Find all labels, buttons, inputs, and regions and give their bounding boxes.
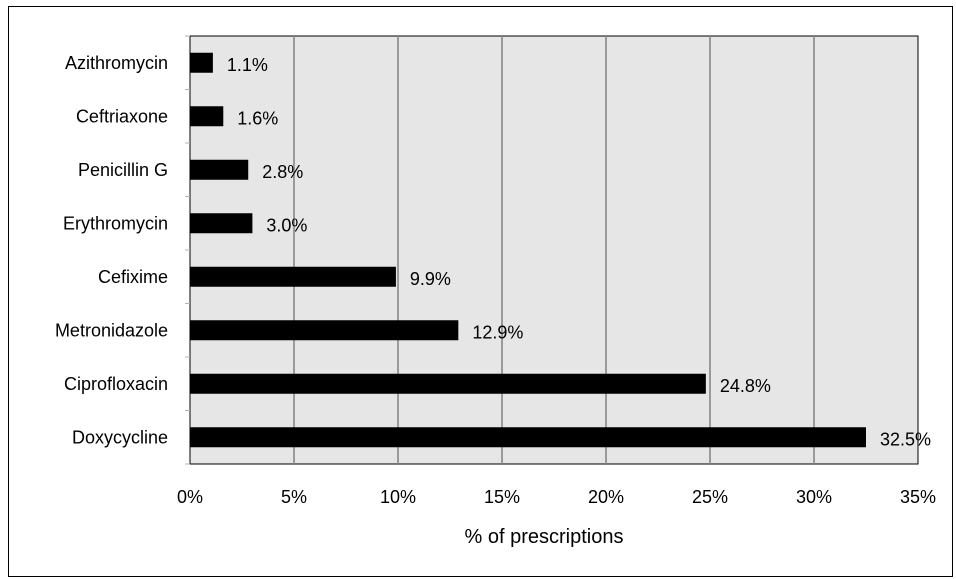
- x-tick-label: 10%: [380, 487, 416, 507]
- category-label: Ceftriaxone: [76, 106, 168, 126]
- x-tick-labels: 0% 5% 10% 15% 20% 25% 30% 35%: [177, 487, 936, 507]
- category-label: Metronidazole: [55, 320, 168, 340]
- y-axis: [185, 35, 191, 465]
- x-tick-label: 15%: [484, 487, 520, 507]
- data-label: 2.8%: [262, 162, 303, 182]
- x-tick-label: 30%: [796, 487, 832, 507]
- category-label: Doxycycline: [72, 427, 168, 447]
- data-label: 1.1%: [227, 55, 268, 75]
- category-label: Ciprofloxacin: [64, 374, 168, 394]
- category-label: Erythromycin: [63, 213, 168, 233]
- bar: [190, 320, 459, 341]
- bar: [190, 52, 213, 73]
- category-labels: Azithromycin Ceftriaxone Penicillin G Eryth…: [55, 53, 168, 448]
- bar: [190, 159, 249, 180]
- data-labels: 1.1% 1.6% 2.8% 3.0% 9.9% 12.9% 24.8% 32.5%: [227, 55, 931, 450]
- x-axis-title: % of prescriptions: [465, 526, 624, 548]
- plot-area: [189, 35, 919, 465]
- data-label: 3.0%: [266, 215, 307, 235]
- data-label: 9.9%: [410, 269, 451, 289]
- x-tick-label: 35%: [900, 487, 936, 507]
- category-label: Cefixime: [98, 267, 168, 287]
- x-tick-label: 20%: [588, 487, 624, 507]
- bars: [190, 52, 866, 448]
- data-label: 32.5%: [880, 429, 931, 449]
- bar: [190, 106, 224, 127]
- category-label: Penicillin G: [78, 160, 168, 180]
- data-label: 1.6%: [237, 108, 278, 128]
- x-tick-label: 25%: [692, 487, 728, 507]
- x-tick-label: 5%: [281, 487, 307, 507]
- category-label: Azithromycin: [65, 53, 168, 73]
- data-label: 24.8%: [720, 376, 771, 396]
- bar: [190, 213, 253, 234]
- bar: [190, 373, 706, 394]
- data-label: 12.9%: [472, 322, 523, 342]
- x-tick-label: 0%: [177, 487, 203, 507]
- bar: [190, 266, 396, 287]
- bar: [190, 427, 866, 448]
